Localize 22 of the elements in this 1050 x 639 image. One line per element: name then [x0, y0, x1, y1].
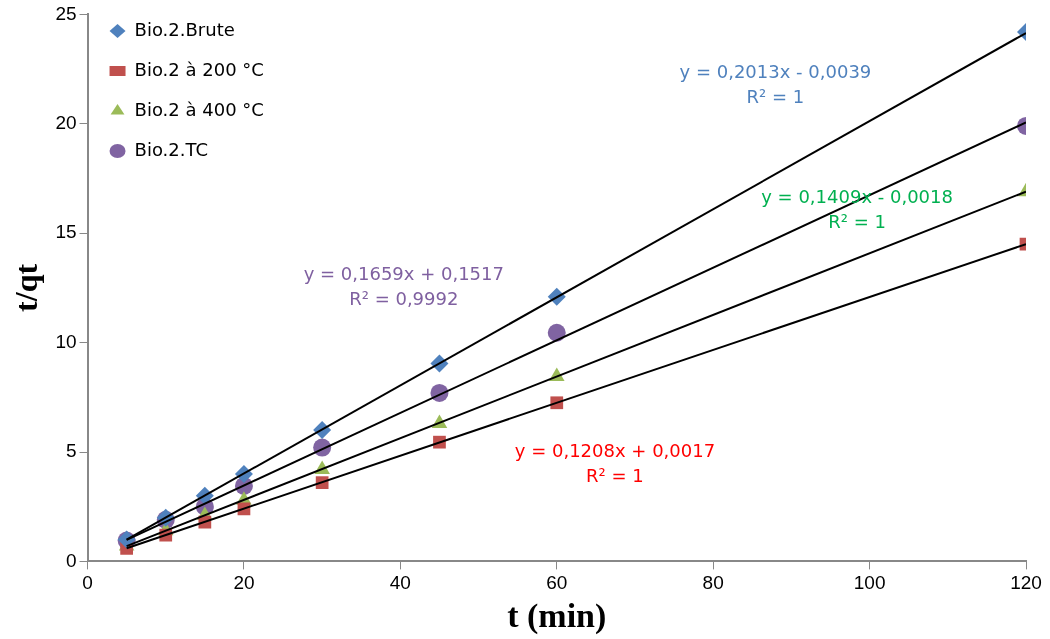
- annotation: y = 0,1208x + 0,0017 R² = 1: [514, 440, 716, 487]
- legend-label: Bio.2 à 200 °C: [134, 58, 264, 80]
- y-tick-label: 0: [65, 549, 77, 571]
- y-tick-label: 5: [65, 440, 77, 462]
- legend-label: Bio.2 à 400 °C: [134, 98, 264, 120]
- x-tick-label: 80: [702, 572, 724, 594]
- y-tick-label: 20: [55, 112, 77, 134]
- annotation: y = 0,2013x - 0,0039 R² = 1: [679, 60, 872, 107]
- y-tick-label: 15: [55, 221, 77, 243]
- annotation: y = 0,1659x + 0,1517 R² = 0,9992: [303, 263, 504, 310]
- x-tick-label: 20: [233, 572, 255, 594]
- y-tick-label: 10: [55, 330, 77, 352]
- x-tick-label: 40: [389, 572, 411, 594]
- x-tick-label: 60: [546, 572, 568, 594]
- x-axis-title: t (min): [507, 597, 607, 636]
- y-tick-label: 25: [55, 2, 77, 24]
- x-tick-label: 120: [1010, 572, 1042, 594]
- legend-label: Bio.2.Brute: [134, 18, 235, 40]
- legend-label: Bio.2.TC: [134, 138, 208, 160]
- y-axis-title: t/qt: [8, 263, 45, 312]
- x-tick-label: 100: [853, 572, 886, 594]
- x-tick-label: 0: [82, 572, 93, 594]
